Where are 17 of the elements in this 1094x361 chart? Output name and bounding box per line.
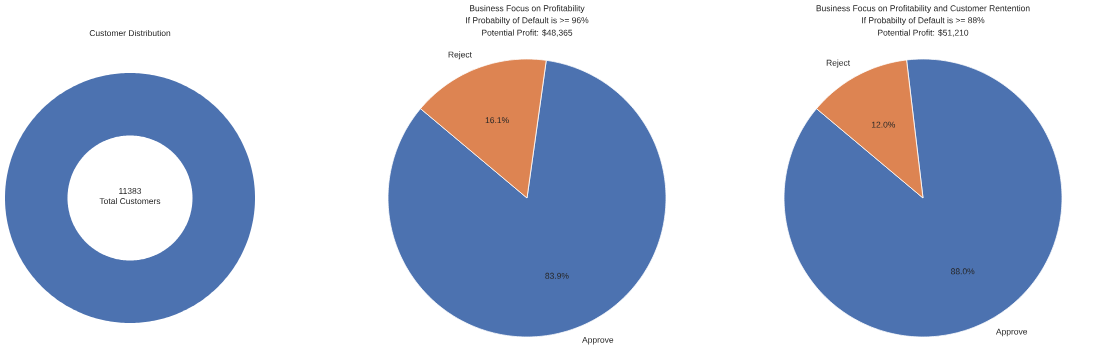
data-label: 11383 [119, 188, 142, 194]
slice-label: Reject [826, 59, 851, 68]
slice-label: Reject [448, 51, 472, 60]
text: Potential Profit: $48,365 [482, 29, 573, 37]
chart-subtitle: If Probabilty of Default is >= 96% [466, 17, 589, 25]
data-label: 16.1% [485, 117, 509, 124]
slice-label: Approve [995, 328, 1028, 337]
slice-label: Approve [582, 336, 614, 345]
data-label: 83.9% [545, 272, 569, 279]
chart-title: Business Focus on Profitability and Customer Rentention [816, 5, 1030, 13]
chart-subtitle: If Probabilty of Default is >= 88% [862, 17, 985, 25]
data-label: 88.0% [951, 268, 975, 275]
text: Total Customers [99, 197, 161, 205]
chart-title: Business Focus on Profitability [470, 5, 585, 13]
chart-title: Customer Distribution [89, 29, 171, 37]
text: Potential Profit: $51,210 [878, 29, 969, 37]
data-label: 12.0% [871, 121, 896, 128]
